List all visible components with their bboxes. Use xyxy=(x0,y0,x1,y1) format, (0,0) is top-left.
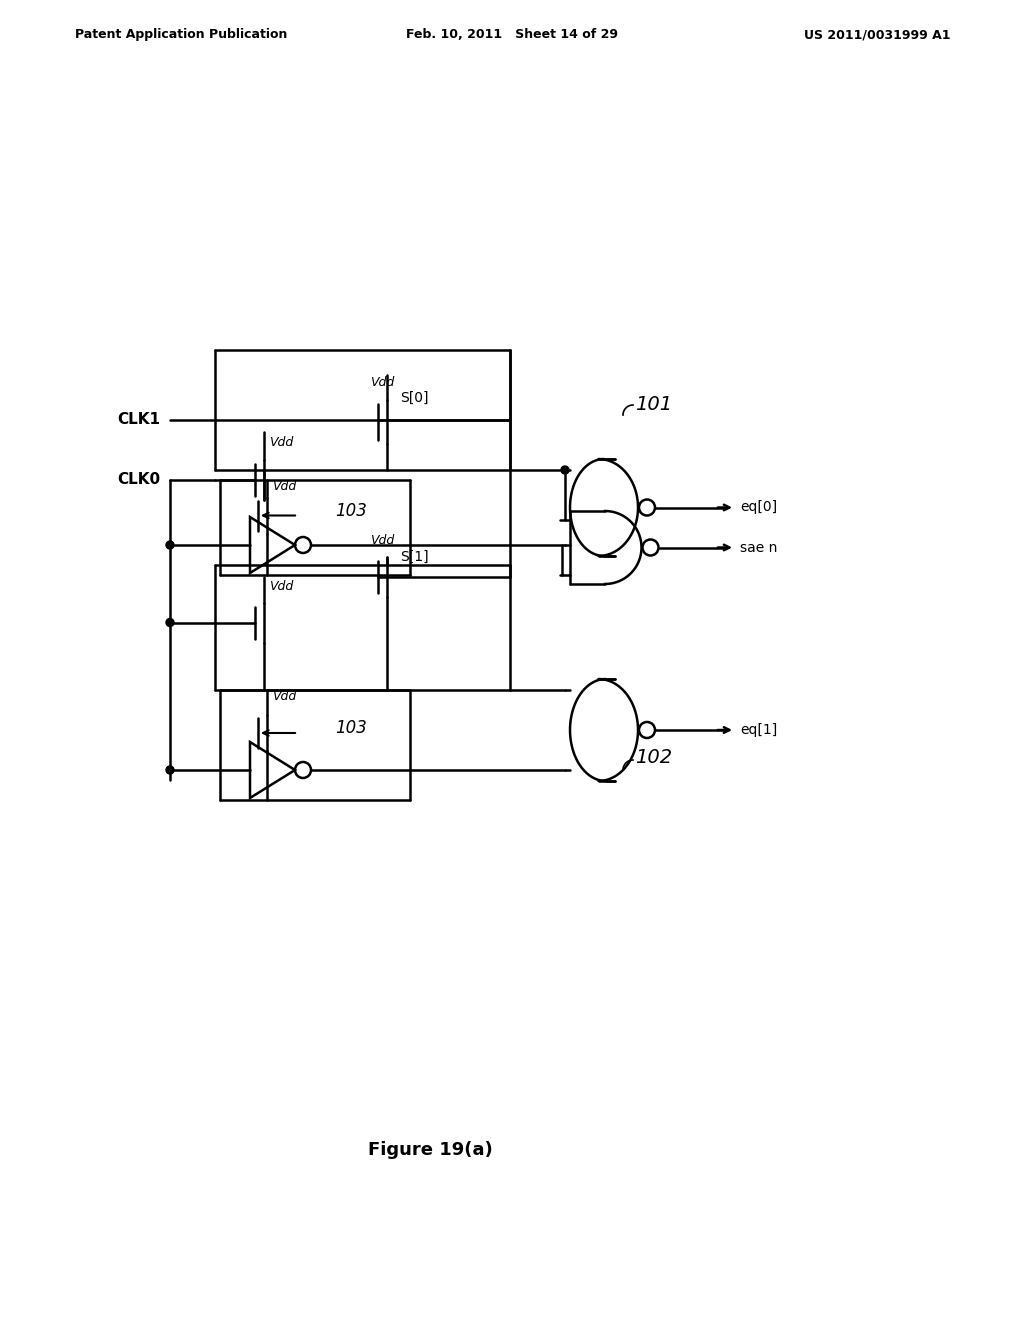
Text: 102: 102 xyxy=(635,748,672,767)
Text: US 2011/0031999 A1: US 2011/0031999 A1 xyxy=(804,28,950,41)
Circle shape xyxy=(166,766,174,774)
Text: S[0]: S[0] xyxy=(400,391,428,405)
Text: 103: 103 xyxy=(335,719,367,737)
Text: Feb. 10, 2011   Sheet 14 of 29: Feb. 10, 2011 Sheet 14 of 29 xyxy=(406,28,618,41)
Text: eq[1]: eq[1] xyxy=(740,723,777,737)
Text: sae n: sae n xyxy=(740,540,777,554)
Text: CLK0: CLK0 xyxy=(117,473,160,487)
Text: Vdd: Vdd xyxy=(269,579,293,593)
Text: eq[0]: eq[0] xyxy=(740,500,777,515)
Circle shape xyxy=(561,466,569,474)
Text: CLK1: CLK1 xyxy=(117,412,160,428)
Text: Patent Application Publication: Patent Application Publication xyxy=(75,28,288,41)
Text: Vdd: Vdd xyxy=(370,375,394,388)
Text: Vdd: Vdd xyxy=(370,535,394,548)
Text: Vdd: Vdd xyxy=(272,479,296,492)
Circle shape xyxy=(166,541,174,549)
Text: 103: 103 xyxy=(335,502,367,520)
Text: S[1]: S[1] xyxy=(400,550,429,564)
Circle shape xyxy=(166,619,174,627)
Text: Vdd: Vdd xyxy=(269,436,293,449)
Text: Figure 19(a): Figure 19(a) xyxy=(368,1140,493,1159)
Text: 101: 101 xyxy=(635,395,672,414)
Text: Vdd: Vdd xyxy=(272,689,296,702)
